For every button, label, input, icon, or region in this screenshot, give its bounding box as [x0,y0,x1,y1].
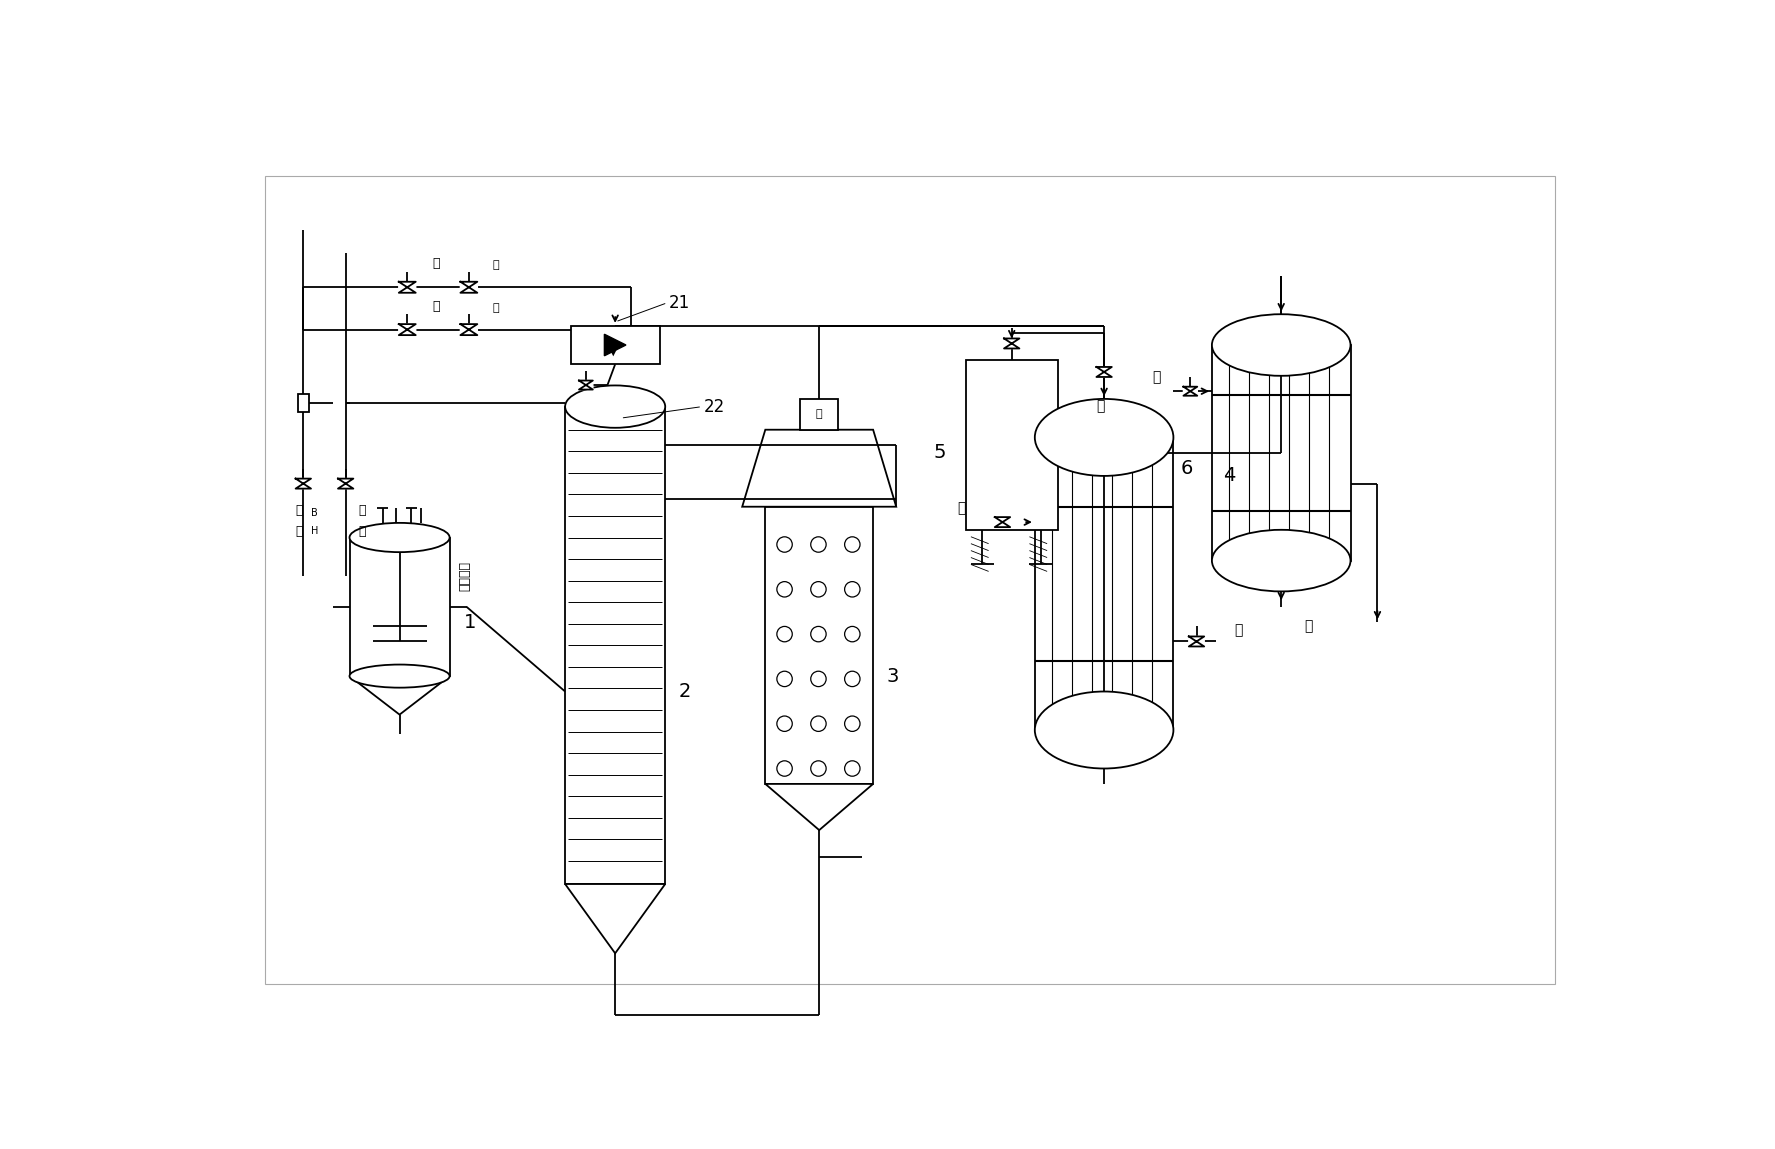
Polygon shape [296,479,311,488]
Polygon shape [460,282,477,293]
Text: 点: 点 [492,261,499,270]
Text: 三: 三 [816,409,822,419]
Bar [801,399,838,430]
Bar [765,507,873,784]
Text: 22: 22 [703,398,724,416]
Bar [966,361,1058,530]
Polygon shape [1184,387,1198,395]
Text: 环己酮肟: 环己酮肟 [458,561,472,591]
Polygon shape [399,282,415,293]
Text: 氨: 氨 [359,504,366,517]
Bar [1212,345,1351,561]
Text: 高: 高 [431,257,440,270]
Polygon shape [1005,339,1019,348]
Polygon shape [1189,637,1203,647]
Text: 点: 点 [492,302,499,313]
Text: H: H [311,526,318,537]
Text: 碱: 碱 [359,525,366,538]
Ellipse shape [564,385,666,427]
Polygon shape [1097,367,1111,377]
Ellipse shape [1212,314,1351,376]
Polygon shape [994,517,1010,527]
Polygon shape [604,334,627,356]
Ellipse shape [1035,399,1173,476]
Text: 1: 1 [463,612,476,632]
Polygon shape [1097,367,1111,377]
Polygon shape [579,380,593,390]
Text: 水: 水 [1097,400,1104,414]
Polygon shape [296,479,311,488]
Polygon shape [460,282,477,293]
Polygon shape [337,479,353,488]
Bar [298,393,309,412]
Ellipse shape [1212,530,1351,592]
Polygon shape [460,324,477,336]
Polygon shape [564,884,666,954]
Bar [564,407,666,884]
Text: 水: 水 [1235,623,1242,637]
Polygon shape [1189,637,1203,647]
Ellipse shape [1035,692,1173,769]
Text: 3: 3 [888,666,900,686]
Text: 高: 高 [431,300,440,313]
Polygon shape [742,430,896,507]
Text: B: B [311,508,318,518]
Bar [1035,438,1173,730]
Text: 水: 水 [1305,619,1312,633]
Text: 2: 2 [680,683,692,701]
Polygon shape [765,784,873,830]
Polygon shape [1184,387,1198,395]
Polygon shape [350,676,449,715]
Text: 4: 4 [1223,466,1235,485]
Bar [570,326,660,364]
Text: 水: 水 [1152,370,1161,385]
Text: 气: 气 [295,525,302,538]
Text: 水: 水 [957,501,966,515]
Text: ▼: ▼ [609,347,618,357]
Ellipse shape [350,664,449,687]
Polygon shape [460,324,477,336]
Polygon shape [994,517,1010,527]
Polygon shape [1005,339,1019,348]
Text: 5: 5 [934,444,946,462]
Text: 21: 21 [669,294,690,311]
Polygon shape [399,324,415,336]
Polygon shape [399,282,415,293]
Polygon shape [337,479,353,488]
Bar [350,538,449,676]
Text: 6: 6 [1180,458,1193,478]
Polygon shape [579,380,593,390]
Polygon shape [399,324,415,336]
Ellipse shape [350,523,449,553]
Text: 氢: 氢 [295,504,302,517]
